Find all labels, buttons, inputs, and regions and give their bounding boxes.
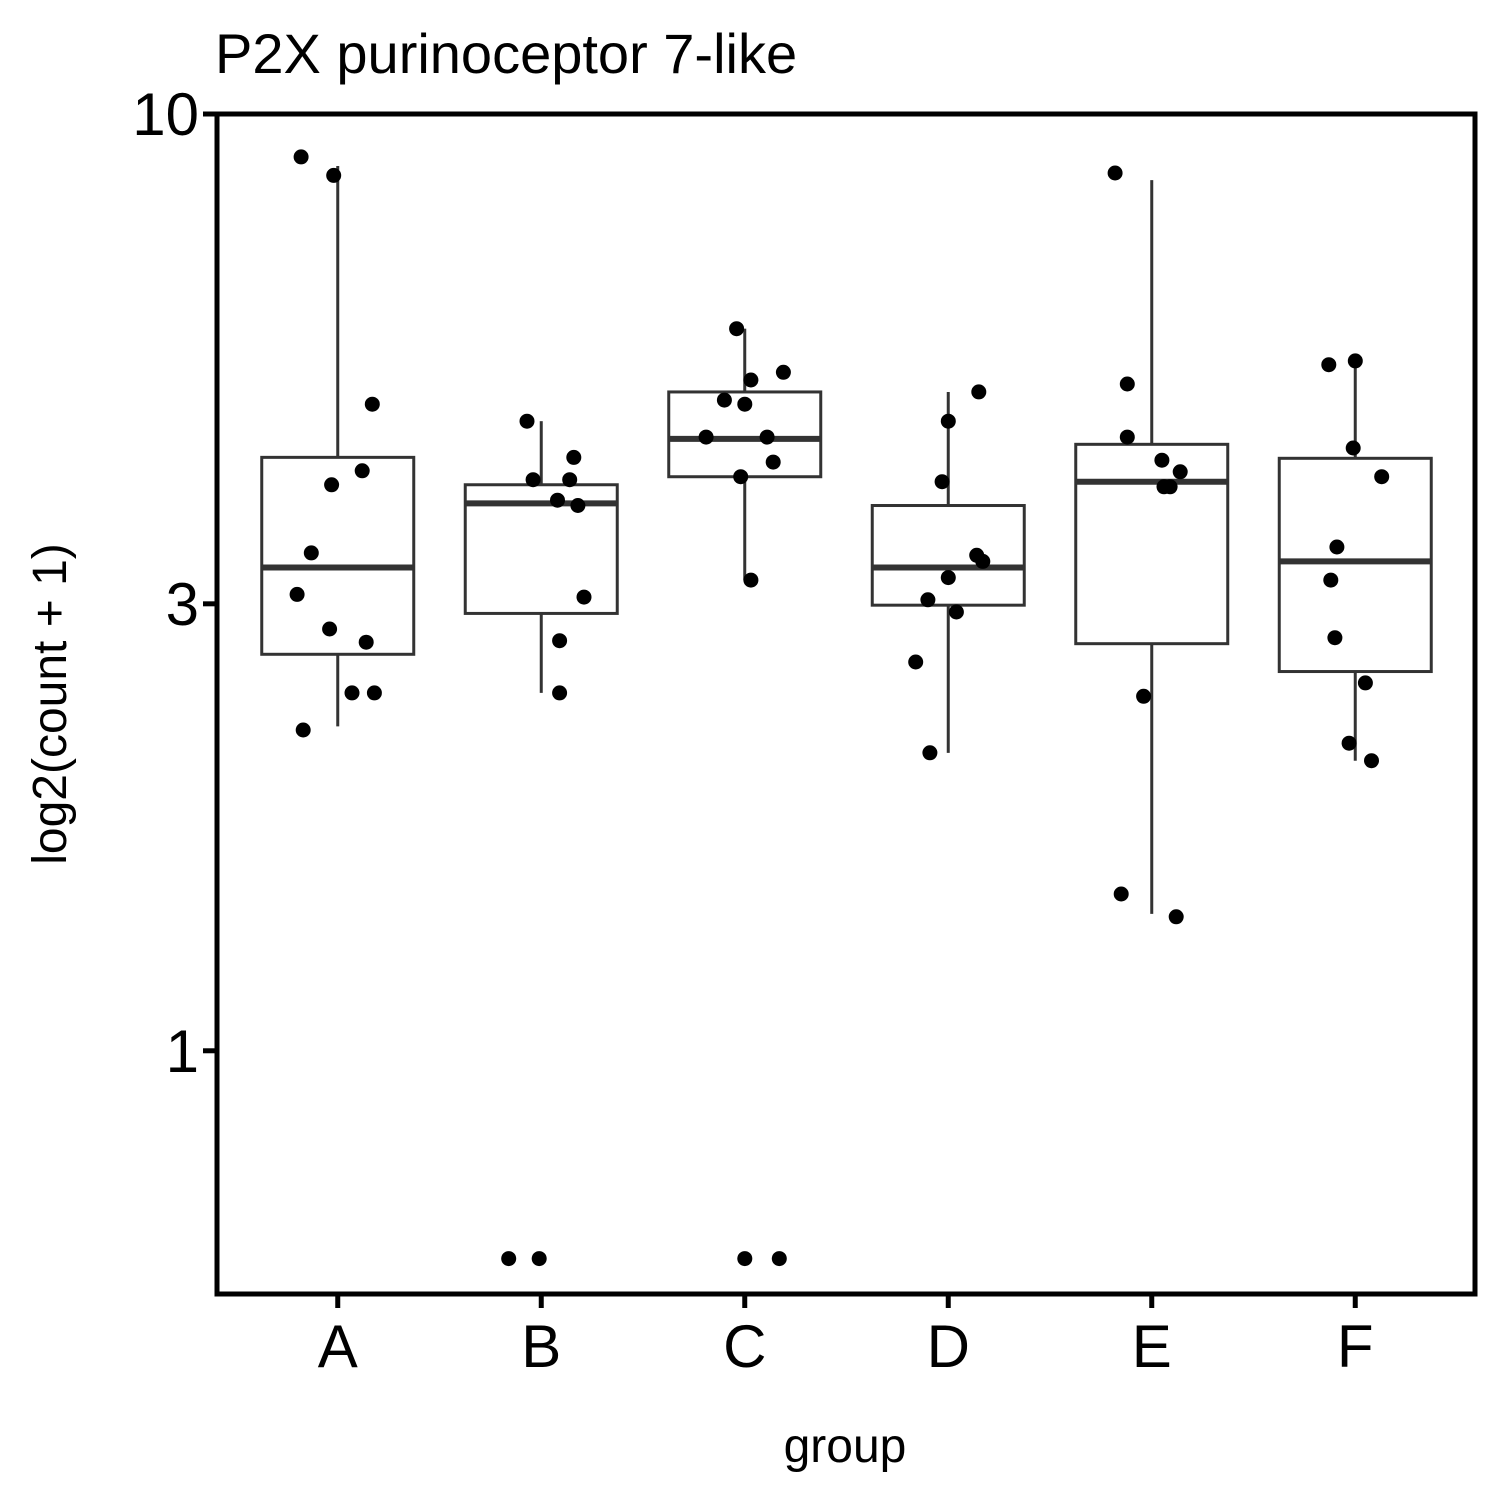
data-point	[1168, 909, 1184, 925]
x-tick-label: A	[318, 1313, 358, 1380]
data-point	[570, 498, 586, 513]
box-E	[1074, 180, 1230, 914]
data-point	[948, 604, 964, 620]
data-point	[743, 372, 759, 388]
y-tick-label: 3	[166, 571, 199, 638]
data-point	[1119, 429, 1135, 445]
data-point	[1113, 886, 1129, 902]
y-tick-label: 10	[132, 81, 199, 148]
x-tick-label: E	[1132, 1313, 1172, 1380]
data-point	[366, 685, 382, 701]
data-point	[576, 589, 592, 605]
y-axis: 1 3 10	[132, 81, 217, 1085]
data-point	[771, 1251, 787, 1267]
x-axis-title: group	[784, 1420, 907, 1473]
data-point	[922, 745, 938, 761]
data-point	[1341, 735, 1357, 751]
data-point	[1136, 688, 1152, 704]
data-point	[344, 685, 360, 701]
data-point	[775, 364, 791, 380]
plot-frame	[214, 111, 1478, 1297]
data-point	[934, 474, 950, 490]
data-point	[358, 634, 374, 650]
data-point	[1374, 469, 1390, 485]
data-point	[1329, 539, 1345, 555]
data-point	[501, 1251, 517, 1267]
x-tick-label: C	[723, 1313, 766, 1380]
data-point	[940, 570, 956, 586]
data-point	[1323, 572, 1339, 588]
data-point	[759, 429, 775, 445]
data-point	[550, 492, 565, 508]
data-point	[562, 472, 578, 488]
data-point	[1172, 464, 1188, 480]
box-C	[667, 328, 823, 581]
data-point	[552, 633, 568, 649]
data-point	[1327, 630, 1343, 646]
data-point	[519, 413, 535, 429]
data-point	[324, 477, 340, 493]
y-tick-label: 1	[166, 1018, 199, 1085]
x-tick-label: F	[1337, 1313, 1374, 1380]
data-point	[765, 454, 781, 470]
data-point	[743, 572, 759, 588]
data-point	[1119, 376, 1135, 392]
data-point	[1347, 353, 1363, 369]
x-tick-label: D	[927, 1313, 970, 1380]
data-point	[737, 396, 753, 412]
data-point	[940, 413, 956, 429]
x-tick-label: B	[521, 1313, 561, 1380]
plot-content	[260, 149, 1433, 1267]
box-iqr	[1074, 442, 1230, 646]
box-A	[260, 166, 416, 727]
box-B	[463, 421, 619, 693]
data-point	[326, 167, 342, 183]
data-point	[920, 592, 936, 608]
data-point	[295, 722, 311, 738]
data-point	[1357, 675, 1373, 691]
data-point	[1364, 753, 1379, 769]
data-point	[552, 685, 568, 701]
y-axis-title: log2(count + 1)	[24, 543, 77, 865]
box-iqr	[1277, 456, 1433, 674]
data-point	[293, 149, 309, 165]
data-point	[303, 545, 319, 561]
box-iqr	[870, 504, 1026, 607]
x-axis: A B C D E F	[318, 1294, 1374, 1380]
data-point	[531, 1251, 547, 1267]
data-point	[1154, 452, 1170, 468]
box-iqr	[260, 455, 416, 656]
data-point	[716, 392, 732, 408]
data-point	[525, 472, 541, 488]
data-point	[354, 463, 370, 479]
data-point	[1345, 440, 1361, 456]
box-D	[870, 391, 1026, 753]
data-point	[971, 384, 987, 400]
data-point	[1107, 165, 1123, 181]
data-point	[733, 469, 749, 485]
data-point	[1162, 479, 1178, 495]
data-point	[737, 1251, 753, 1267]
data-point	[289, 586, 305, 602]
data-point	[975, 553, 991, 569]
data-point	[908, 654, 924, 670]
box-F	[1277, 360, 1433, 761]
data-point	[364, 396, 380, 412]
chart-title: P2X purinoceptor 7-like	[215, 22, 797, 85]
data-point	[566, 449, 582, 465]
data-point	[1321, 357, 1337, 373]
data-point	[698, 429, 714, 445]
data-point	[729, 321, 745, 337]
data-point	[322, 621, 338, 637]
